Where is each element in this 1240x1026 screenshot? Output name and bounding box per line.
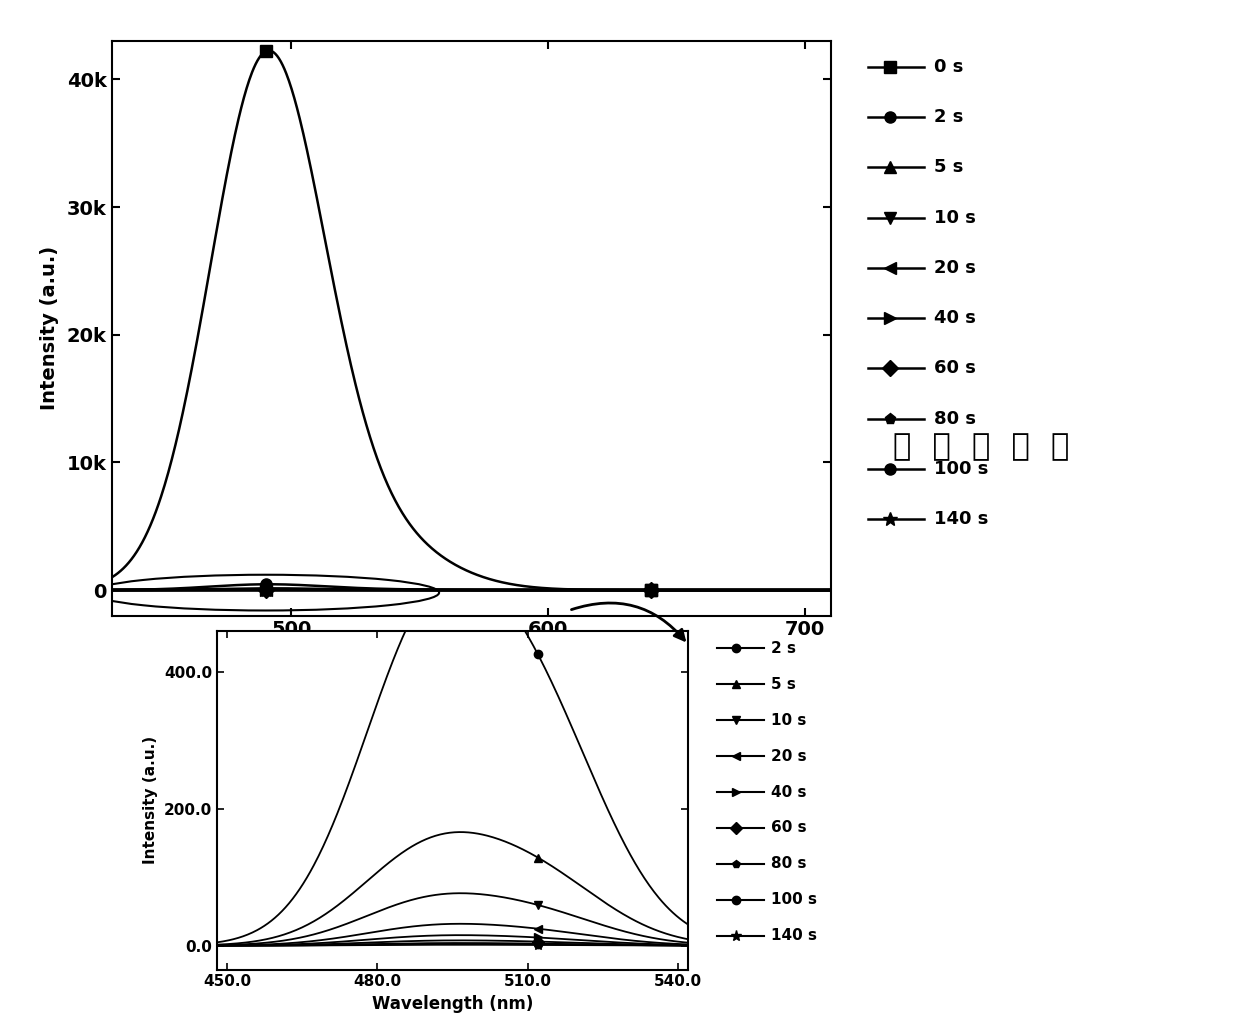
- Text: 40 s: 40 s: [934, 309, 976, 327]
- Text: 2 s: 2 s: [771, 641, 796, 656]
- Y-axis label: Intensity (a.u.): Intensity (a.u.): [40, 246, 58, 410]
- Text: 140 s: 140 s: [771, 929, 817, 943]
- Y-axis label: Intensity (a.u.): Intensity (a.u.): [144, 737, 159, 864]
- Text: 10 s: 10 s: [771, 713, 807, 727]
- Text: 140 s: 140 s: [934, 510, 988, 528]
- X-axis label: Wavelength (nm): Wavelength (nm): [372, 995, 533, 1013]
- Text: 100 s: 100 s: [934, 460, 988, 478]
- Text: 60 s: 60 s: [771, 821, 807, 835]
- Text: 10 s: 10 s: [934, 208, 976, 227]
- Text: 2 s: 2 s: [934, 108, 963, 126]
- X-axis label: Wavelength (nm): Wavelength (nm): [363, 647, 579, 668]
- Text: 60 s: 60 s: [934, 359, 976, 378]
- Text: 20 s: 20 s: [934, 259, 976, 277]
- Text: 40 s: 40 s: [771, 785, 807, 799]
- Text: 80 s: 80 s: [934, 409, 976, 428]
- Text: 0 s: 0 s: [934, 57, 963, 76]
- Text: 100 s: 100 s: [771, 893, 817, 907]
- Text: 局  部  放  大  图: 局 部 放 大 图: [893, 432, 1069, 461]
- Text: 5 s: 5 s: [771, 677, 796, 692]
- Text: 5 s: 5 s: [934, 158, 963, 176]
- Text: 20 s: 20 s: [771, 749, 807, 763]
- Text: 80 s: 80 s: [771, 857, 807, 871]
